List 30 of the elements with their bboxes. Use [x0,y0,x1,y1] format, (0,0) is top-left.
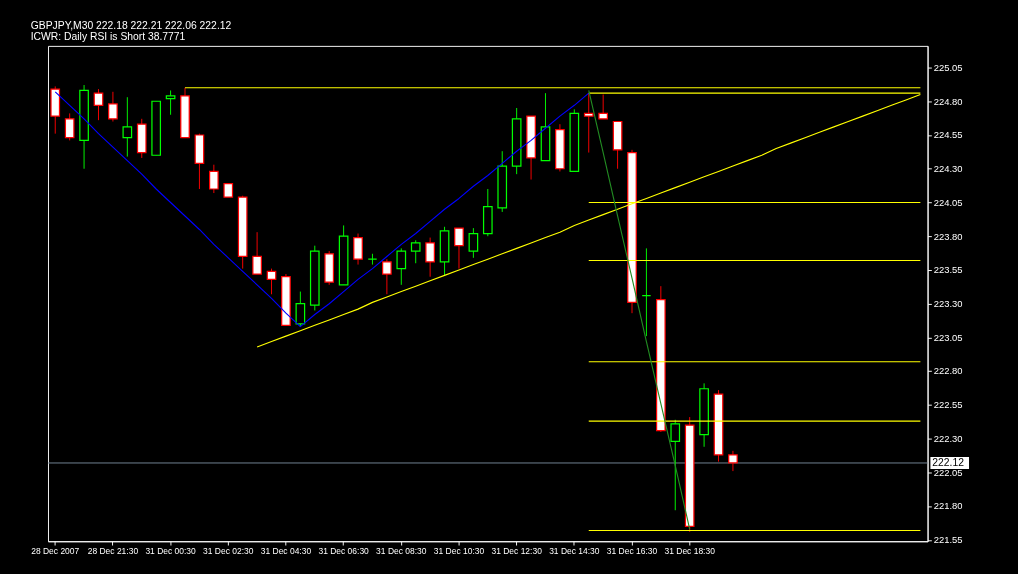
y-tick-label: 224.30 [933,163,963,175]
y-tick-label: 224.05 [933,196,963,208]
y-tick-label: 223.55 [933,264,963,276]
y-tick-label: 224.80 [933,95,963,107]
x-tick-label: 31 Dec 04:30 [260,545,312,556]
y-tick-label: 222.05 [933,466,963,478]
y-tick-label: 221.55 [933,534,963,546]
ref-line-label: 222.12 [932,456,965,468]
x-tick-label: 28 Dec 21:30 [87,545,139,556]
x-tick-label: 31 Dec 02:30 [203,545,254,556]
y-tick-label: 224.55 [933,129,963,141]
y-tick-label: 222.80 [933,365,963,377]
x-tick-label: 31 Dec 18:30 [664,545,716,556]
x-tick-label: 28 Dec 2007 [31,545,80,556]
y-tick-label: 223.05 [933,331,963,343]
chart-title: GBPJPY,M30 222.18 222.21 222.06 222.12 [30,19,232,31]
x-tick-label: 31 Dec 00:30 [145,545,197,556]
x-tick-label: 31 Dec 16:30 [606,545,658,556]
x-tick-label: 31 Dec 12:30 [491,545,543,556]
chart-subtitle: ICWR: Daily RSI is Short 38.7771 [30,31,186,43]
x-tick-label: 31 Dec 06:30 [318,545,370,556]
y-tick-label: 225.05 [933,61,963,73]
x-tick-label: 31 Dec 14:30 [549,545,600,556]
y-tick-label: 221.80 [933,500,963,512]
y-tick-label: 223.80 [933,230,963,242]
y-tick-label: 222.30 [933,432,963,444]
x-tick-label: 31 Dec 10:30 [433,545,485,556]
x-tick-label: 31 Dec 08:30 [376,545,427,556]
y-tick-label: 223.30 [933,298,963,310]
y-tick-label: 222.55 [933,399,963,411]
